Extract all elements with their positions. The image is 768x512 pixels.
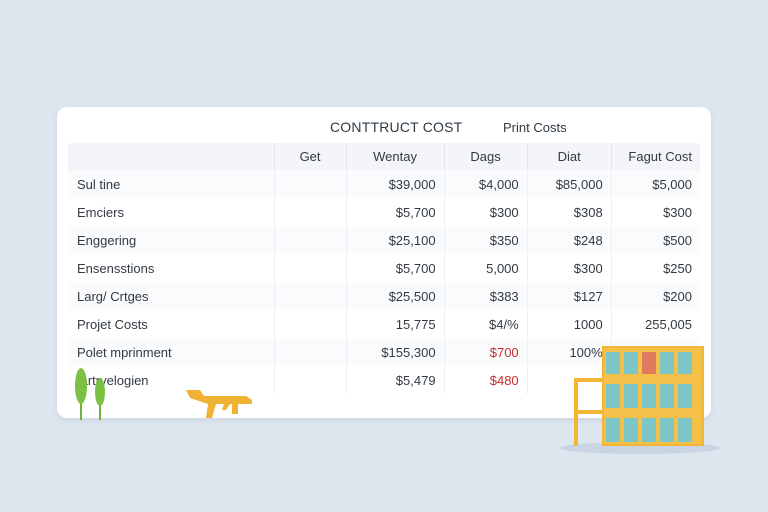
table-cell [274, 170, 347, 198]
table-cell [274, 282, 347, 310]
table-cell: $308 [527, 198, 612, 226]
table-cell: 100% [527, 338, 612, 366]
table-cell: $500 [611, 226, 700, 254]
column-header: Diat [527, 143, 612, 170]
table-cell [527, 366, 612, 394]
table-header-row: Get Wentay Dags Diat Fagut Cost [68, 143, 700, 170]
building-icon [560, 346, 720, 454]
table-row: Larg/ Crtges $25,500 $383 $127 $200 [68, 282, 700, 310]
row-label: Enggering [68, 226, 275, 254]
table-cell: $383 [444, 282, 528, 310]
table-cell: $85,000 [527, 170, 612, 198]
row-label: Projet Costs [68, 310, 275, 338]
table-cell [274, 198, 347, 226]
column-header: Wentay [346, 143, 445, 170]
table-cell: $155,300 [346, 338, 445, 366]
table-subtitle: Print Costs [503, 120, 567, 135]
table-cell [274, 366, 347, 394]
table-cell [274, 310, 347, 338]
table-row: Emciers $5,700 $300 $308 $300 [68, 198, 700, 226]
table-cell-highlighted: $700 [444, 338, 528, 366]
column-header: Dags [444, 143, 528, 170]
table-cell: $25,100 [346, 226, 445, 254]
cost-table: Get Wentay Dags Diat Fagut Cost Sul tine… [68, 143, 700, 394]
rifle-icon [186, 390, 252, 418]
table-cell-highlighted: $480 [444, 366, 528, 394]
table-cell: 255,005 [611, 310, 700, 338]
column-header: Fagut Cost [611, 143, 700, 170]
row-label: Larg/ Crtges [68, 282, 275, 310]
table-cell: $5,700 [346, 198, 445, 226]
row-label: Polet mprinment [68, 338, 275, 366]
table-cell: $350 [444, 226, 528, 254]
table-cell: $39,000 [346, 170, 445, 198]
table-cell: $4/% [444, 310, 528, 338]
table-cell: 5,000 [444, 254, 528, 282]
row-label: Emciers [68, 198, 275, 226]
leaf-icon [75, 368, 105, 420]
table-row: Enggering $25,100 $350 $248 $500 [68, 226, 700, 254]
table-cell: $300 [527, 254, 612, 282]
table-cell [274, 254, 347, 282]
table-cell: $248 [527, 226, 612, 254]
cost-table-card: CONTTRUCT COST Print Costs Get Wentay Da… [57, 107, 711, 418]
row-label: Sul tine [68, 170, 275, 198]
table-cell: $25,500 [346, 282, 445, 310]
column-header: Get [274, 143, 347, 170]
row-label: Ensensstions [68, 254, 275, 282]
table-title: CONTTRUCT COST [330, 119, 463, 135]
table-row: Sul tine $39,000 $4,000 $85,000 $5,000 [68, 170, 700, 198]
table-row: Projet Costs 15,775 $4/% 1000 255,005 [68, 310, 700, 338]
table-cell: $5,700 [346, 254, 445, 282]
table-cell [274, 226, 347, 254]
table-cell: $200 [611, 282, 700, 310]
table-cell: $300 [611, 198, 700, 226]
table-cell [274, 338, 347, 366]
column-header [68, 143, 275, 170]
table-cell: $5,000 [611, 170, 700, 198]
table-cell: $4,000 [444, 170, 528, 198]
table-row: Polet mprinment $155,300 $700 100% [68, 338, 700, 366]
table-cell: $127 [527, 282, 612, 310]
table-header: CONTTRUCT COST Print Costs [57, 119, 711, 139]
table-cell: $300 [444, 198, 528, 226]
table-cell: $250 [611, 254, 700, 282]
table-cell: 15,775 [346, 310, 445, 338]
table-row: Ensensstions $5,700 5,000 $300 $250 [68, 254, 700, 282]
table-cell: 1000 [527, 310, 612, 338]
table-cell: $5,479 [346, 366, 445, 394]
